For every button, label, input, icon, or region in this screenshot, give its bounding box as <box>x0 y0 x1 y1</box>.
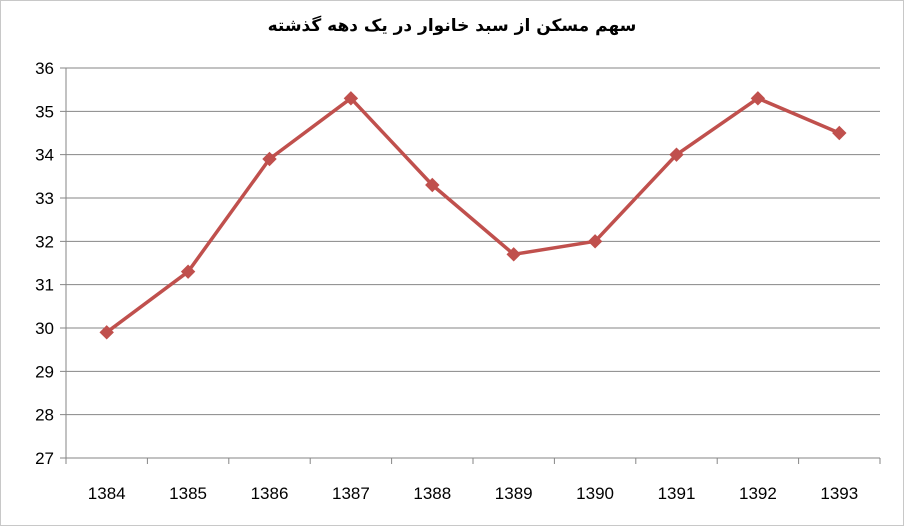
chart-title: سهم مسکن از سبد خانوار در یک دهه گذشته <box>267 16 637 36</box>
data-point-marker <box>832 125 847 141</box>
x-tick-label: 1388 <box>413 484 451 503</box>
data-point-marker <box>343 91 359 106</box>
data-point-marker <box>99 325 114 340</box>
y-tick-label: 34 <box>35 146 54 165</box>
data-point-marker <box>750 91 766 106</box>
data-point-marker <box>587 234 603 249</box>
y-tick-label: 29 <box>35 362 54 381</box>
data-point-marker <box>425 177 440 193</box>
y-tick-label: 36 <box>35 59 54 78</box>
x-tick-label: 1385 <box>169 484 207 503</box>
x-tick-label: 1393 <box>820 484 858 503</box>
y-tick-label: 32 <box>35 232 54 251</box>
data-point-marker <box>669 147 684 162</box>
y-tick-label: 30 <box>35 319 54 338</box>
y-tick-label: 35 <box>35 102 54 121</box>
y-tick-label: 28 <box>35 406 54 425</box>
data-point-marker <box>180 264 196 279</box>
x-tick-label: 1391 <box>658 484 696 503</box>
y-tick-label: 31 <box>35 276 54 295</box>
y-tick-label: 33 <box>35 189 54 208</box>
x-tick-label: 1384 <box>88 484 126 503</box>
x-tick-label: 1390 <box>576 484 614 503</box>
x-tick-label: 1387 <box>332 484 370 503</box>
y-tick-label: 27 <box>35 449 54 468</box>
x-tick-label: 1392 <box>739 484 777 503</box>
data-point-marker <box>506 247 521 262</box>
series-line <box>105 96 840 334</box>
data-point-marker <box>262 151 277 167</box>
x-tick-label: 1386 <box>251 484 289 503</box>
x-tick-label: 1389 <box>495 484 533 503</box>
